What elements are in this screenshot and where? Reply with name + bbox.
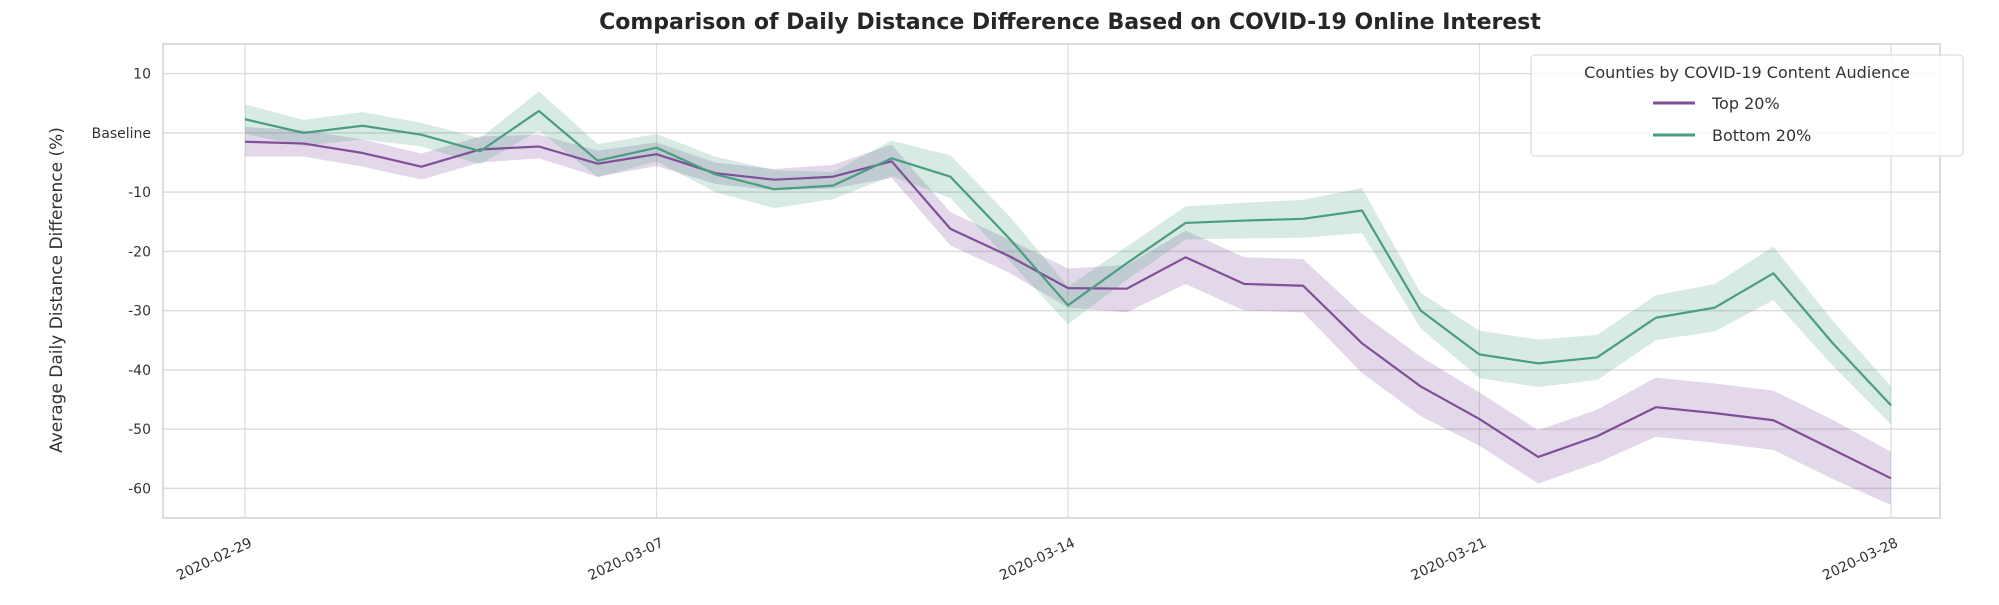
confidence-bands <box>245 91 1891 505</box>
y-tick-label: -10 <box>128 185 151 201</box>
y-tick-label: -30 <box>128 304 151 320</box>
ci-band-0 <box>245 126 1891 505</box>
y-tick-labels: 10 Baseline -10 -20 -30 -40 -50 -60 <box>92 67 151 498</box>
chart-title: Comparison of Daily Distance Difference … <box>599 10 1541 35</box>
y-tick-label: 10 <box>133 67 151 83</box>
series-line-1 <box>244 109 1892 407</box>
y-tick-label: -40 <box>128 363 151 379</box>
legend-label-bottom-20: Bottom 20% <box>1712 126 1811 145</box>
y-tick-label: -50 <box>128 422 151 438</box>
series-lines <box>244 109 1892 480</box>
y-tick-label: -20 <box>128 244 151 260</box>
y-axis-label: Average Daily Distance Difference (%) <box>47 127 67 453</box>
legend-box <box>1530 54 1964 157</box>
y-tick-label: -60 <box>128 481 151 497</box>
ci-band-1 <box>245 91 1891 425</box>
series-line-0 <box>244 140 1892 480</box>
legend-title: Counties by COVID-19 Content Audience <box>1584 63 1910 82</box>
y-tick-label: Baseline <box>92 126 151 142</box>
x-tick-label: 2020-03-21 <box>1409 535 1490 584</box>
x-tick-labels: 2020-02-29 2020-03-07 2020-03-14 2020-03-21… <box>174 535 1901 584</box>
x-tick-label: 2020-02-29 <box>174 535 255 584</box>
x-tick-label: 2020-03-07 <box>586 535 667 584</box>
legend-label-top-20: Top 20% <box>1711 94 1780 113</box>
x-tick-label: 2020-03-14 <box>997 535 1078 584</box>
plot-frame <box>162 43 1941 519</box>
x-tick-label: 2020-03-28 <box>1820 535 1901 584</box>
grid <box>163 44 1940 518</box>
legend: Counties by COVID-19 Content Audience To… <box>1530 54 1964 157</box>
